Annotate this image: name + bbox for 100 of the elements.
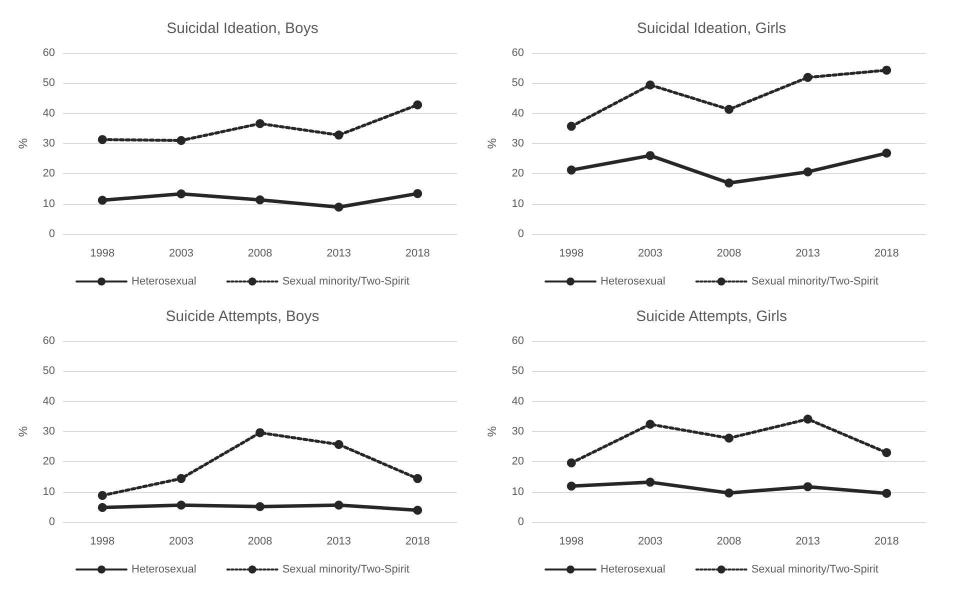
point: [882, 448, 892, 458]
x-tick-label: 2018: [874, 536, 899, 548]
legend-label: Heterosexual: [132, 276, 196, 288]
x-tick-label: 2008: [716, 536, 742, 548]
x-tick-label: 2003: [168, 536, 194, 548]
point: [176, 474, 186, 484]
y-tick-label: 40: [42, 395, 55, 408]
chart-title: Suicidal Ideation, Girls: [636, 20, 786, 37]
y-tick-label: 50: [512, 77, 524, 90]
y-tick-label: 60: [42, 335, 55, 347]
x-tick-label: 2008: [248, 248, 272, 260]
point: [256, 428, 264, 438]
point: [413, 474, 422, 484]
point: [724, 178, 734, 188]
y-tick-label: 30: [512, 138, 524, 150]
y-tick-label: 50: [42, 77, 55, 90]
point: [803, 414, 812, 424]
chart-title: Suicidal Ideation, Boys: [166, 20, 318, 37]
point: [566, 122, 576, 131]
point: [803, 72, 812, 82]
point: [724, 104, 734, 114]
legend-label: Sexual minority/Two-Spirit: [751, 276, 878, 288]
y-tick-label: 0: [48, 228, 55, 240]
point: [256, 119, 264, 128]
x-tick-label: 2013: [796, 536, 820, 548]
point: [803, 167, 812, 176]
x-tick-label: 2003: [168, 248, 194, 260]
x-tick-label: 2008: [248, 536, 272, 548]
point: [98, 135, 107, 144]
point: [882, 66, 892, 75]
y-axis-title: %: [16, 426, 30, 437]
x-tick-label: 2018: [874, 248, 899, 260]
y-tick-label: 50: [512, 365, 524, 378]
x-tick-label: 2003: [638, 536, 662, 548]
legend-label: Heterosexual: [600, 276, 666, 288]
x-tick-label: 1998: [90, 536, 115, 548]
point: [646, 478, 655, 487]
point: [803, 482, 812, 492]
x-tick-label: 1998: [90, 248, 115, 260]
point: [176, 189, 186, 198]
point: [256, 502, 264, 512]
y-tick-label: 10: [512, 486, 524, 498]
y-tick-label: 30: [42, 138, 55, 150]
x-tick-label: 2018: [405, 248, 430, 260]
chart-title: Suicide Attempts, Boys: [166, 308, 320, 325]
point: [334, 202, 344, 212]
point: [334, 130, 344, 140]
x-tick-label: 2013: [796, 248, 820, 260]
point: [882, 148, 892, 158]
point: [566, 166, 576, 175]
y-tick-label: 20: [512, 456, 524, 468]
y-tick-label: 10: [512, 198, 524, 210]
point: [566, 482, 576, 491]
y-axis-title: %: [485, 426, 499, 437]
point: [334, 500, 344, 510]
y-axis-title: %: [485, 138, 499, 149]
x-tick-label: 2013: [326, 536, 352, 548]
x-tick-label: 1998: [559, 536, 584, 548]
y-tick-label: 40: [512, 395, 524, 408]
y-tick-label: 20: [512, 168, 524, 180]
point: [646, 151, 655, 160]
x-tick-label: 2018: [405, 536, 430, 548]
point: [98, 503, 107, 512]
point: [413, 189, 422, 198]
y-tick-label: 30: [512, 426, 524, 438]
point: [256, 195, 264, 204]
point: [724, 434, 734, 443]
y-tick-label: 30: [42, 426, 55, 438]
legend-label: Sexual minority/Two-Spirit: [282, 564, 410, 576]
legend-label: Heterosexual: [132, 564, 196, 576]
y-tick-label: 0: [48, 516, 55, 528]
point: [334, 440, 344, 449]
point: [413, 506, 422, 515]
y-tick-label: 10: [42, 198, 55, 210]
y-tick-label: 20: [42, 168, 55, 180]
point: [98, 196, 107, 205]
point: [413, 100, 422, 110]
y-tick-label: 60: [42, 47, 55, 59]
y-tick-label: 20: [42, 456, 55, 468]
x-tick-label: 1998: [559, 248, 584, 260]
chart-title: Suicide Attempts, Girls: [636, 308, 787, 325]
x-tick-label: 2003: [638, 248, 662, 260]
y-axis-title: %: [16, 138, 30, 149]
point: [98, 490, 107, 500]
legend-label: Sexual minority/Two-Spirit: [751, 564, 878, 576]
y-tick-label: 40: [512, 107, 524, 120]
x-tick-label: 2013: [326, 248, 352, 260]
y-tick-label: 50: [42, 365, 55, 378]
point: [176, 500, 186, 510]
point: [176, 136, 186, 145]
point: [566, 458, 576, 468]
y-tick-label: 60: [512, 47, 524, 59]
point: [882, 488, 892, 498]
legend-label: Heterosexual: [600, 564, 666, 576]
y-tick-label: 40: [42, 107, 55, 120]
y-tick-label: 60: [512, 335, 524, 347]
y-tick-label: 0: [518, 516, 524, 528]
y-tick-label: 10: [42, 486, 55, 498]
point: [646, 80, 655, 90]
y-tick-label: 0: [518, 228, 524, 240]
